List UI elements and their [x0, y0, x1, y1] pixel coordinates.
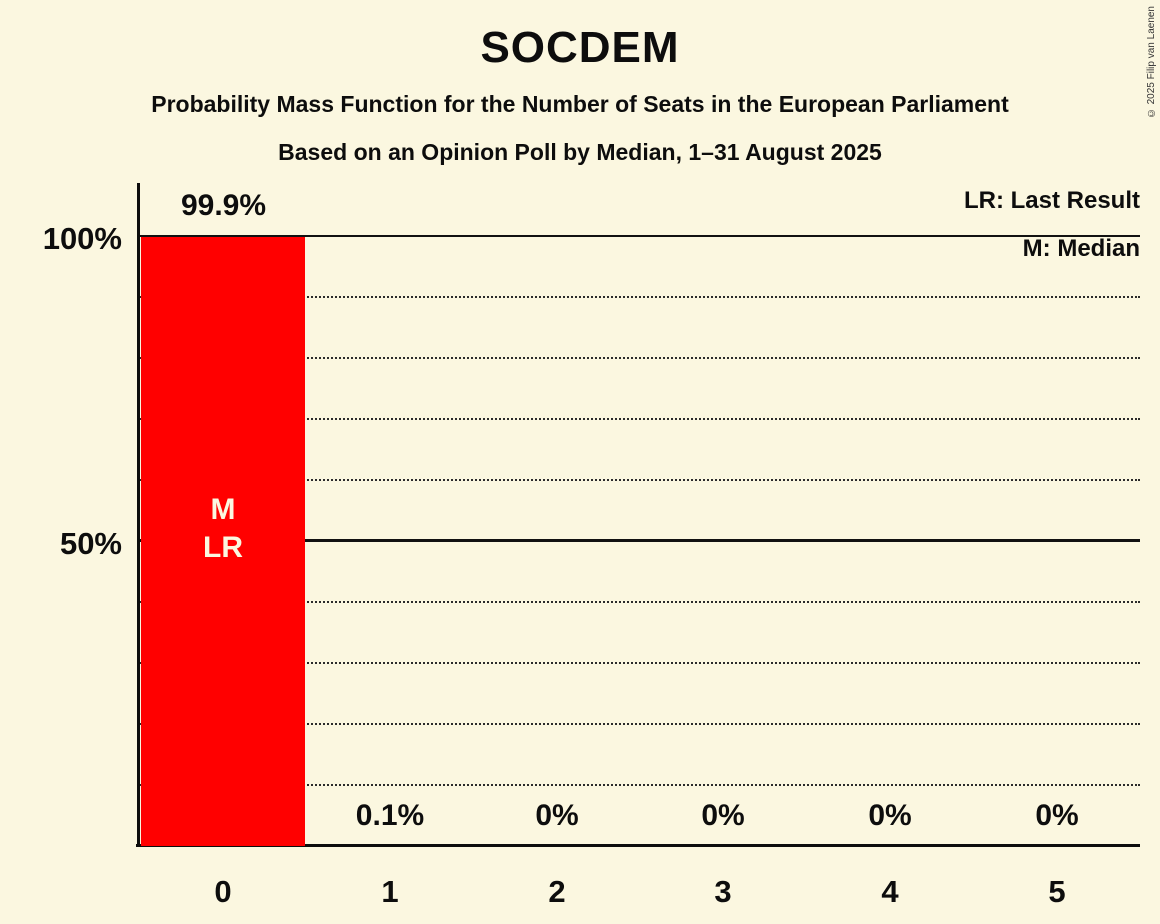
- gridline-70pct: [140, 418, 1140, 420]
- x-tick-label-3: 3: [714, 874, 732, 909]
- chart-subtitle-line2: Based on an Opinion Poll by Median, 1–31…: [278, 139, 882, 165]
- value-label-seat-1: 0.1%: [355, 799, 425, 832]
- value-label-seat-2: 0%: [535, 799, 579, 832]
- gridline-50pct: [140, 539, 1140, 542]
- x-tick-label-2: 2: [548, 874, 566, 909]
- legend-last-result: LR: Last Result: [963, 187, 1140, 214]
- x-tick-label-0: 0: [214, 874, 232, 909]
- x-tick-label-4: 4: [881, 874, 899, 909]
- copyright-notice: © 2025 Filip van Laenen: [1146, 6, 1157, 119]
- legend-median: M: Median: [1022, 235, 1140, 262]
- x-tick-label-5: 5: [1048, 874, 1066, 909]
- gridline-80pct: [140, 357, 1140, 359]
- x-axis-line: [136, 844, 1140, 847]
- value-label-seat-5: 0%: [1035, 799, 1079, 832]
- value-label-seat-4: 0%: [868, 799, 912, 832]
- bar-marker-last-result: LR: [203, 531, 243, 565]
- gridline-60pct: [140, 479, 1140, 481]
- x-tick-label-1: 1: [381, 874, 399, 909]
- gridline-20pct: [140, 723, 1140, 725]
- gridline-10pct: [140, 784, 1140, 786]
- gridline-100pct: [140, 235, 1140, 237]
- value-label-seat-0: 99.9%: [180, 189, 267, 222]
- chart-subtitle-line1: Probability Mass Function for the Number…: [151, 91, 1009, 117]
- y-axis-line: [137, 183, 140, 847]
- bar-seat-0: M LR: [141, 236, 305, 846]
- gridline-90pct: [140, 296, 1140, 298]
- gridline-30pct: [140, 662, 1140, 664]
- y-tick-label-100: 100%: [42, 221, 122, 256]
- plot-area: M LR 99.9% 0.1% 0% 0% 0% 0% 0 1 2 3 4 5: [140, 189, 1140, 909]
- chart-title: SOCDEM: [480, 23, 680, 72]
- value-label-seat-3: 0%: [701, 799, 745, 832]
- bar-marker-median: M: [210, 493, 236, 527]
- gridline-40pct: [140, 601, 1140, 603]
- y-tick-label-50: 50%: [59, 526, 122, 561]
